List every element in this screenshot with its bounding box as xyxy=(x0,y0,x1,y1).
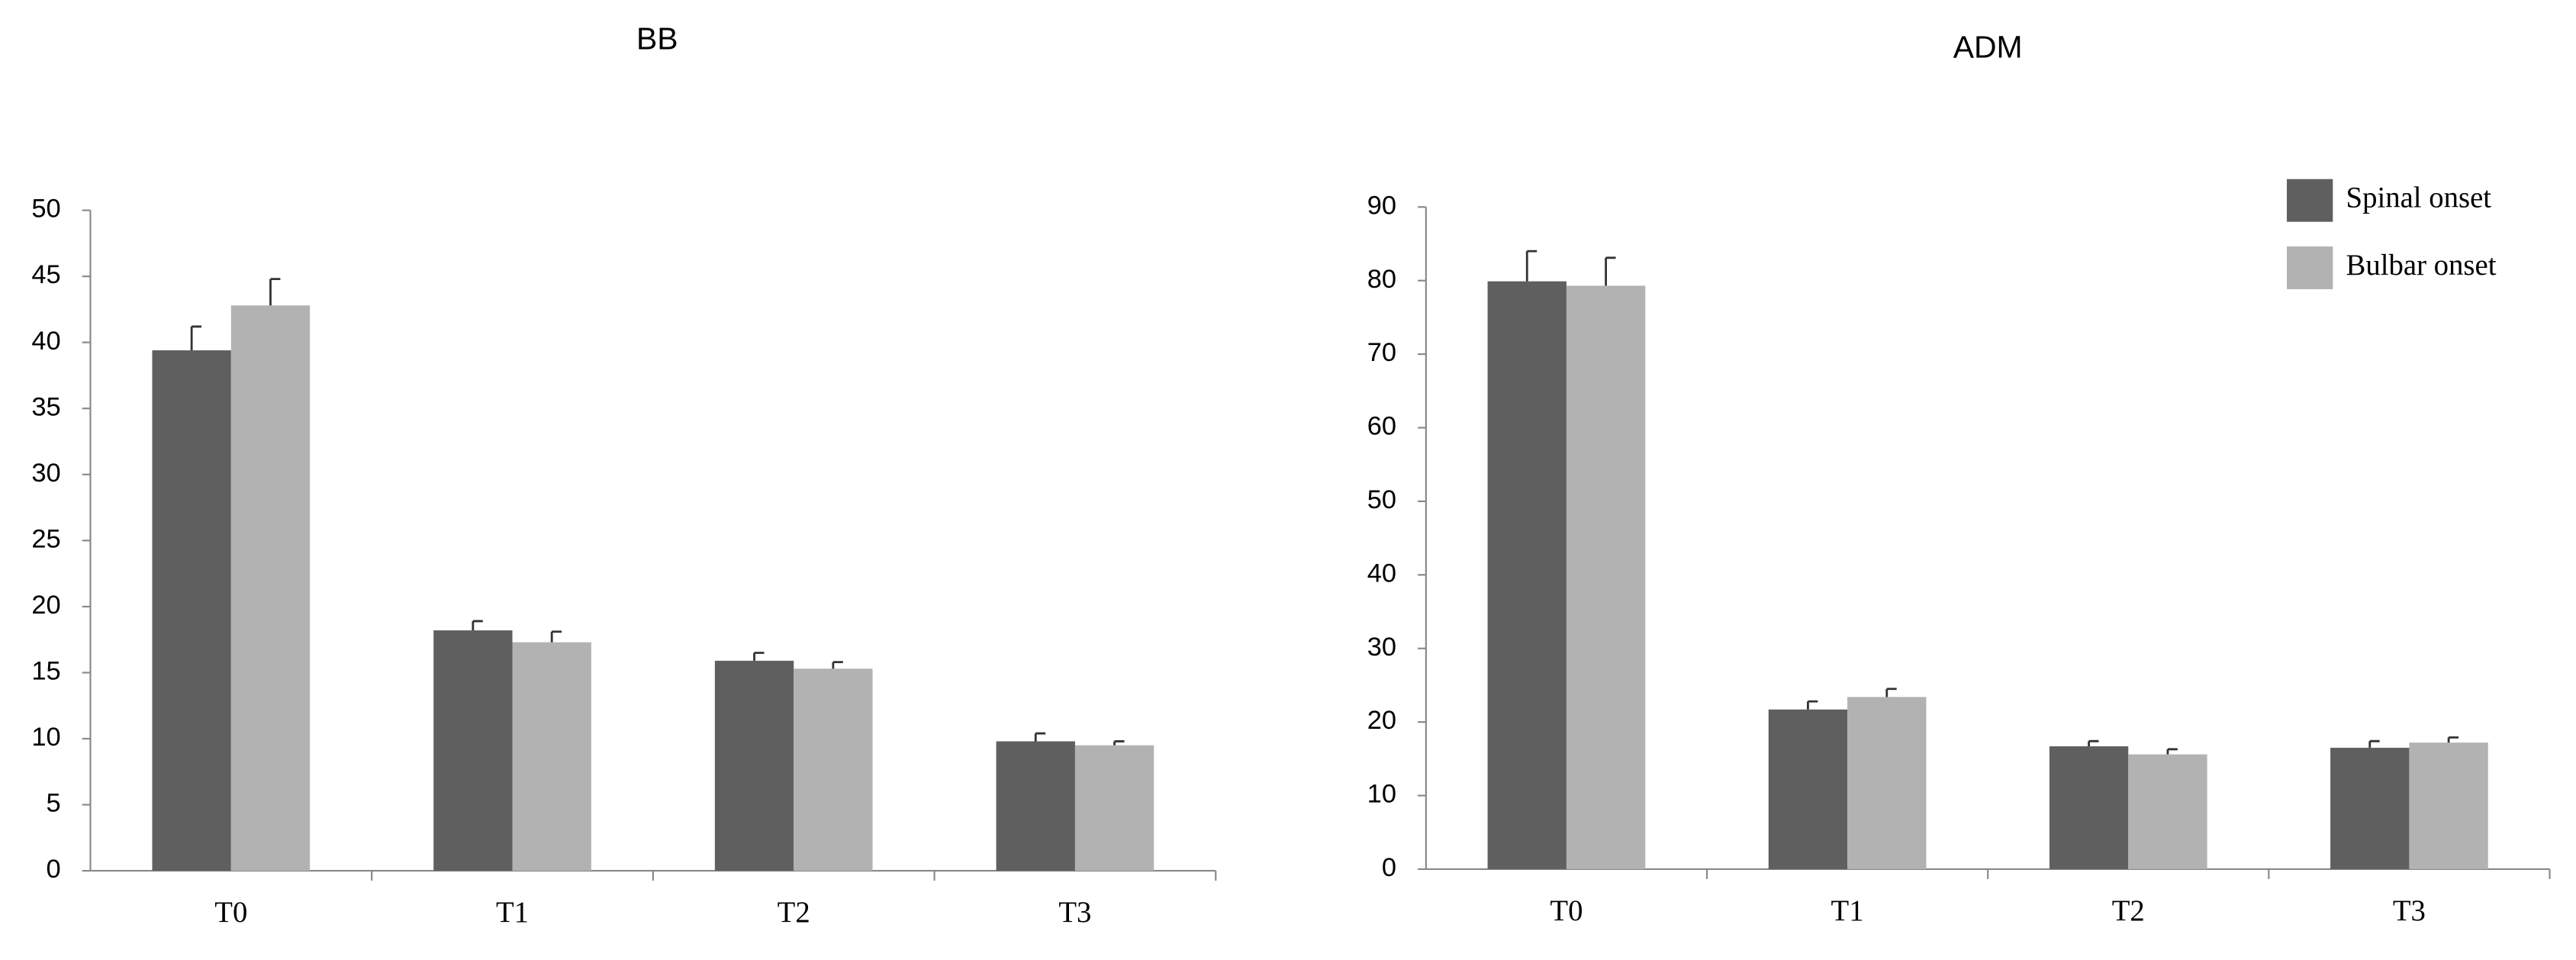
y-tick-label: 50 xyxy=(31,195,60,224)
bar xyxy=(714,660,794,871)
x-tick-label: T0 xyxy=(1550,894,1583,927)
error-bar xyxy=(550,630,562,643)
x-tick-label: T3 xyxy=(1058,896,1091,929)
legend-swatch xyxy=(2287,246,2333,289)
bar xyxy=(1487,281,1567,869)
error-bar xyxy=(1113,740,1125,746)
bar xyxy=(512,642,591,871)
y-tick-label: 20 xyxy=(31,591,60,620)
error-bar xyxy=(2368,739,2380,748)
y-tick-label: 50 xyxy=(1367,485,1396,514)
y-tick-label: 10 xyxy=(1367,780,1396,809)
bar xyxy=(1847,697,1927,869)
bar xyxy=(1074,745,1154,871)
x-tick-label: T2 xyxy=(778,896,810,929)
bar xyxy=(1566,285,1646,869)
bar xyxy=(2128,754,2207,869)
x-tick-label: T3 xyxy=(2393,894,2426,927)
error-bar xyxy=(753,652,765,661)
error-bar xyxy=(2447,736,2459,743)
bar xyxy=(152,350,231,871)
bar xyxy=(794,668,873,871)
error-bar xyxy=(1525,250,1538,282)
y-tick-label: 90 xyxy=(1367,191,1396,220)
y-tick-label: 10 xyxy=(31,723,60,752)
x-tick-label: T2 xyxy=(2112,894,2145,927)
error-bar xyxy=(1605,256,1616,286)
bar xyxy=(230,305,311,871)
y-tick-label: 0 xyxy=(47,855,61,884)
x-tick-label: T1 xyxy=(1831,894,1864,927)
y-tick-label: 15 xyxy=(31,657,60,686)
legend-label: Spinal onset xyxy=(2346,182,2492,214)
bar xyxy=(2330,747,2410,869)
error-bar xyxy=(1807,700,1818,710)
y-tick-label: 60 xyxy=(1367,412,1396,441)
legend-label: Bulbar onset xyxy=(2346,249,2497,282)
chart-title: BB xyxy=(636,21,678,56)
legend-swatch xyxy=(2287,179,2333,222)
x-tick-label: T0 xyxy=(214,896,247,929)
error-bar xyxy=(1034,732,1046,742)
y-tick-label: 30 xyxy=(31,459,60,488)
y-tick-label: 5 xyxy=(47,789,61,818)
error-bar xyxy=(472,620,483,631)
y-tick-label: 80 xyxy=(1367,265,1396,294)
y-tick-label: 70 xyxy=(1367,338,1396,367)
y-tick-label: 40 xyxy=(1367,559,1396,588)
error-bar xyxy=(832,661,843,669)
y-tick-label: 25 xyxy=(31,524,60,553)
bar xyxy=(996,741,1075,871)
bar xyxy=(2049,746,2129,869)
bar xyxy=(2409,743,2488,869)
bar xyxy=(433,630,513,871)
bar xyxy=(1768,709,1848,869)
error-bar xyxy=(1885,688,1897,697)
y-tick-label: 45 xyxy=(31,260,60,289)
chart-title: ADM xyxy=(1953,29,2023,64)
error-bar xyxy=(190,325,202,351)
error-bar xyxy=(2166,748,2178,755)
y-tick-label: 40 xyxy=(31,327,60,356)
y-tick-label: 20 xyxy=(1367,706,1396,735)
error-bar xyxy=(2088,739,2099,746)
error-bar xyxy=(269,278,281,306)
y-tick-label: 0 xyxy=(1382,853,1396,882)
y-tick-label: 35 xyxy=(31,392,60,421)
y-tick-label: 30 xyxy=(1367,633,1396,662)
x-tick-label: T1 xyxy=(496,896,529,929)
